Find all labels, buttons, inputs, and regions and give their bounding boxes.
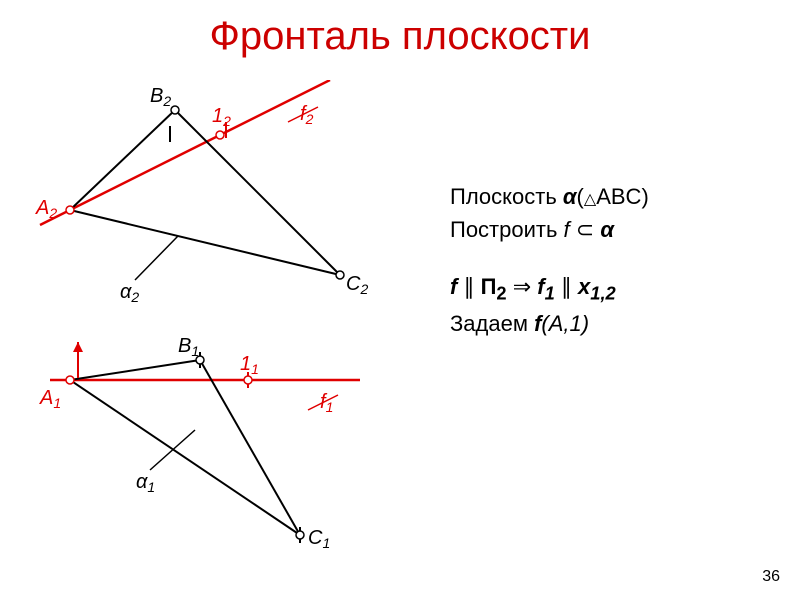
svg-text:B2: B2 <box>150 85 171 109</box>
line-3: f ∥ П2 ⇒ f1 ∥ x1,2 <box>450 270 770 307</box>
svg-text:α2: α2 <box>120 281 139 305</box>
definition-text: Плоскость α(△ABC) Построить f ⊂ α f ∥ П2… <box>450 180 770 340</box>
svg-text:A1: A1 <box>39 387 61 411</box>
svg-text:f2: f2 <box>300 103 314 127</box>
svg-text:11: 11 <box>240 353 259 377</box>
svg-text:A2: A2 <box>35 197 57 221</box>
svg-text:C2: C2 <box>346 273 368 297</box>
line-4: Задаем f(A,1) <box>450 307 770 340</box>
projection-diagram: A2 B2 C2 12 f2 α2 A1 B1 C1 11 f1 α1 <box>20 80 420 565</box>
page-number: 36 <box>762 568 780 586</box>
svg-text:α1: α1 <box>136 471 155 495</box>
page-title: Фронталь плоскости <box>0 0 800 59</box>
svg-text:f1: f1 <box>320 391 333 415</box>
svg-text:12: 12 <box>212 105 231 129</box>
svg-text:B1: B1 <box>178 335 199 359</box>
line-2: Построить f ⊂ α <box>450 213 770 246</box>
svg-text:C1: C1 <box>308 527 330 551</box>
line-1: Плоскость α(△ABC) <box>450 180 770 213</box>
